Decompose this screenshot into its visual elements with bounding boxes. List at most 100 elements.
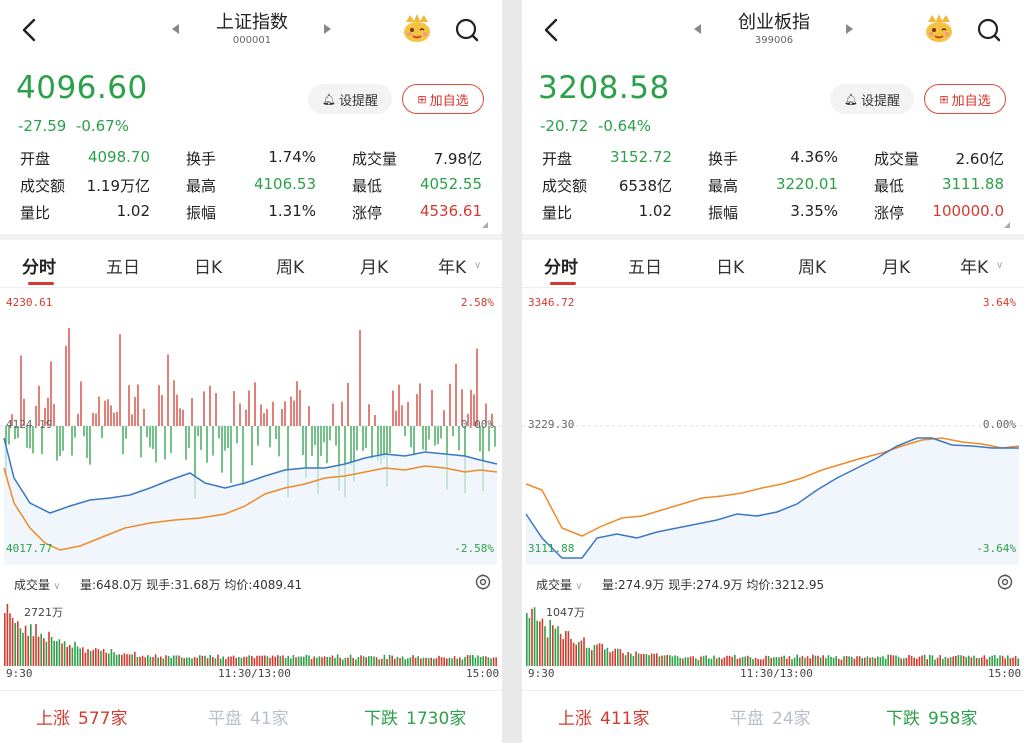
expand-corner-icon[interactable] (1004, 222, 1010, 228)
volume-bar (695, 658, 697, 666)
stat-value: 1.31% (268, 202, 316, 220)
volume-bar (546, 637, 549, 666)
search-icon[interactable] (976, 16, 1002, 44)
volume-bar (199, 655, 201, 666)
volume-bar (663, 655, 666, 666)
volume-bar (1012, 657, 1014, 666)
breadth-count: 1730家 (406, 709, 467, 729)
volume-bar (913, 657, 915, 666)
volume-bar (905, 657, 908, 666)
volume-bar (983, 655, 986, 666)
stat-value: 3.35% (790, 202, 838, 220)
volume-bar (762, 659, 765, 666)
dropdown-chevron-icon[interactable]: ∨ (474, 260, 482, 271)
volume-bar (453, 656, 456, 666)
volume-bar (417, 656, 419, 666)
intraday-chart[interactable] (522, 288, 1024, 565)
stat-label: 最低 (352, 177, 383, 195)
volume-bar (874, 658, 876, 666)
chart-label-top-price: 3346.72 (528, 296, 575, 309)
tab-0[interactable]: 分时 (544, 258, 578, 278)
volume-bar (370, 656, 373, 666)
volume-selector[interactable]: 成交量 ∨ (14, 576, 61, 593)
set-alert-button[interactable]: 🔔︎ 设提醒 (308, 84, 392, 114)
volume-bar (801, 655, 804, 666)
volume-bar (752, 659, 754, 666)
add-watchlist-button[interactable]: ⊞ 加自选 (402, 84, 484, 114)
tab-1[interactable]: 五日 (628, 258, 662, 278)
volume-bar (856, 656, 858, 666)
settings-gear-icon[interactable] (474, 573, 492, 591)
volume-info: 量:274.9万 现手:274.9万 均价:3212.95 (602, 578, 825, 592)
tab-4[interactable]: 月K (882, 258, 911, 278)
volume-bar (225, 659, 227, 666)
volume-bar (851, 656, 853, 666)
volume-bar (97, 649, 100, 666)
tab-3[interactable]: 周K (798, 258, 827, 278)
expand-corner-icon[interactable] (482, 222, 488, 228)
intraday-chart[interactable] (0, 288, 502, 565)
add-watchlist-button[interactable]: ⊞ 加自选 (924, 84, 1006, 114)
volume-bar (679, 658, 681, 666)
tab-4[interactable]: 月K (360, 258, 389, 278)
tab-2[interactable]: 日K (194, 258, 223, 278)
volume-bar (929, 655, 931, 666)
tab-1[interactable]: 五日 (106, 258, 140, 278)
tab-5[interactable]: 年K (960, 258, 989, 278)
tab-3[interactable]: 周K (276, 258, 305, 278)
tab-5[interactable]: 年K (438, 258, 467, 278)
volume-bar (479, 657, 482, 666)
next-triangle-icon[interactable] (846, 24, 853, 34)
volume-toolbar: 成交量 ∨ 量:274.9万 现手:274.9万 均价:3212.95 (522, 566, 1024, 600)
prev-triangle-icon[interactable] (694, 24, 701, 34)
stat-label: 最高 (708, 177, 739, 195)
volume-bar (334, 658, 336, 666)
volume-bar (173, 655, 175, 666)
volume-bar (580, 640, 583, 666)
prev-triangle-icon[interactable] (172, 24, 179, 34)
volume-bar (342, 659, 344, 666)
volume-bar (492, 657, 495, 666)
volume-bar (702, 655, 705, 666)
breadth-2: 下跌 958家 (886, 704, 977, 729)
volume-bar (973, 655, 975, 666)
volume-bar (957, 655, 960, 666)
volume-bar (643, 653, 645, 666)
set-alert-button[interactable]: 🔔︎ 设提醒 (830, 84, 914, 114)
volume-bar (788, 656, 791, 666)
volume-bar (965, 657, 967, 666)
chart-tabs: 分时 五日 日K 周K 月K 年K ∨ (0, 240, 502, 288)
volume-bar (630, 653, 632, 666)
volume-bar (697, 659, 700, 666)
stat-label: 换手 (186, 150, 217, 168)
volume-bar (754, 657, 757, 666)
tab-0[interactable]: 分时 (22, 258, 56, 278)
next-triangle-icon[interactable] (324, 24, 331, 34)
volume-bar (1004, 658, 1006, 666)
volume-bar (770, 658, 772, 666)
settings-gear-icon[interactable] (996, 573, 1014, 591)
back-arrow-icon[interactable] (18, 16, 42, 44)
mascot-icon[interactable] (922, 12, 956, 44)
volume-bar (650, 653, 653, 666)
back-arrow-icon[interactable] (540, 16, 564, 44)
volume-selector[interactable]: 成交量 ∨ (536, 576, 583, 593)
volume-bar (76, 646, 79, 666)
volume-bar (409, 657, 412, 666)
breadth-label: 平盘 (730, 709, 764, 729)
stat-label: 换手 (708, 150, 739, 168)
volume-bar (89, 650, 92, 666)
volume-bar (326, 657, 328, 666)
volume-bar (926, 659, 928, 666)
volume-bar (604, 649, 606, 666)
dropdown-chevron-icon[interactable]: ∨ (996, 260, 1004, 271)
search-icon[interactable] (454, 16, 480, 44)
volume-bar (528, 618, 531, 666)
tab-2[interactable]: 日K (716, 258, 745, 278)
volume-bar (435, 658, 438, 666)
stat-value: 4.36% (790, 148, 838, 166)
volume-bar (996, 658, 999, 666)
volume-bar (58, 639, 61, 666)
volume-bar (17, 621, 19, 666)
mascot-icon[interactable] (400, 12, 434, 44)
